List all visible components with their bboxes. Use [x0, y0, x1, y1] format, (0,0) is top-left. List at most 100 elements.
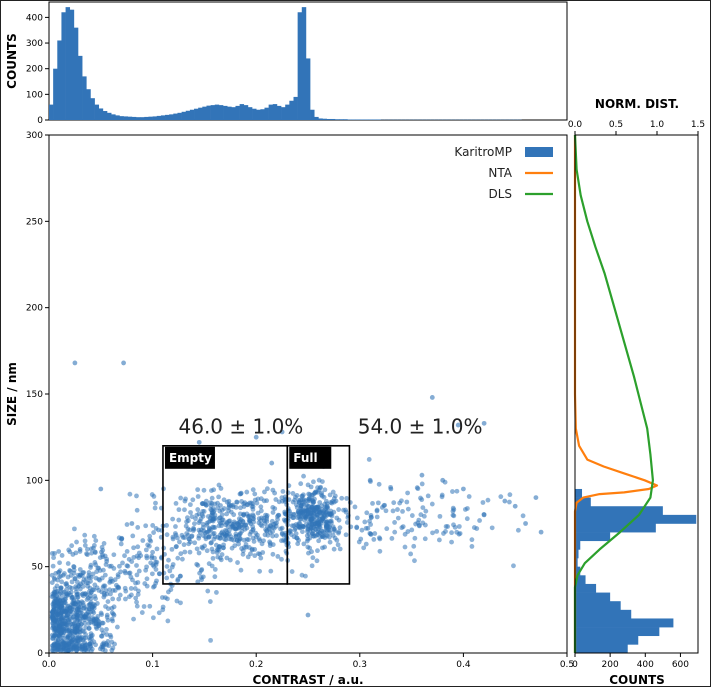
top-histogram-bar — [239, 104, 245, 120]
top-histogram-bar — [272, 104, 278, 120]
scatter-point — [327, 511, 333, 517]
scatter-point — [464, 516, 470, 522]
scatter-point — [110, 645, 116, 651]
scatter-point — [85, 552, 90, 558]
scatter-point — [87, 641, 93, 647]
top-histogram-bar — [260, 109, 265, 120]
scatter-point — [260, 550, 266, 555]
scatter-point — [230, 523, 235, 529]
scatter-point — [292, 527, 298, 533]
scatter-point — [322, 487, 328, 493]
scatter-point — [160, 607, 166, 613]
scatter-point — [236, 541, 241, 547]
scatter-point — [343, 532, 349, 538]
scatter-point — [311, 524, 316, 530]
scatter-point — [231, 537, 237, 543]
empty-percent-annotation: 46.0 ± 1.0% — [179, 415, 304, 439]
scatter-point — [238, 531, 243, 536]
scatter-point — [66, 590, 72, 596]
scatter-point — [239, 499, 244, 504]
scatter-point — [251, 519, 257, 525]
scatter-point — [291, 511, 296, 517]
scatter-point — [281, 517, 287, 523]
scatter-point — [384, 526, 390, 532]
scatter-point — [306, 507, 311, 513]
scatter-point — [466, 494, 472, 499]
scatter-point — [135, 525, 141, 530]
scatter-point — [122, 585, 128, 591]
scatter-point — [132, 586, 138, 591]
scatter-point — [93, 620, 99, 626]
scatter-point — [295, 541, 301, 547]
scatter-point — [164, 532, 170, 538]
scatter-point — [98, 486, 104, 492]
top-histogram-bar — [305, 58, 311, 120]
top-histogram-bar — [343, 119, 348, 120]
scatter-point — [440, 477, 446, 483]
scatter-point — [376, 481, 382, 487]
scatter-point — [108, 563, 114, 569]
legend-dls-label: DLS — [488, 187, 512, 201]
scatter-point — [128, 586, 134, 591]
scatter-point — [247, 518, 253, 524]
scatter-point — [100, 585, 106, 590]
scatter-point — [258, 555, 264, 561]
scatter-point — [279, 429, 285, 435]
main-x-ticks: 0.0 0.1 0.2 0.3 0.4 0.5 — [42, 653, 574, 670]
top-histogram-bar — [289, 100, 294, 120]
scatter-point — [153, 500, 158, 506]
scatter-point — [99, 544, 105, 550]
scatter-point — [72, 360, 78, 366]
scatter-point — [238, 490, 244, 496]
top-histogram-bar — [177, 112, 182, 120]
scatter-point — [110, 588, 116, 593]
scatter-point — [165, 596, 170, 602]
distribution-lines — [573, 134, 659, 653]
scatter-point — [390, 508, 396, 514]
scatter-point — [415, 520, 421, 526]
top-histogram-bar — [148, 116, 153, 120]
scatter-point — [367, 518, 372, 524]
scatter-point — [118, 541, 124, 547]
scatter-point — [304, 513, 309, 518]
scatter-point — [219, 507, 225, 513]
scatter-point — [177, 539, 182, 545]
scatter-point — [261, 515, 267, 521]
size-histogram-bar — [575, 540, 581, 550]
scatter-point — [209, 513, 214, 518]
scatter-point — [182, 535, 188, 540]
top-histogram-bar — [115, 115, 120, 120]
scatter-point — [67, 630, 72, 636]
scatter-point — [102, 572, 108, 578]
top-histogram-bar — [102, 111, 108, 120]
scatter-point — [88, 648, 94, 654]
scatter-point — [267, 541, 273, 546]
scatter-point — [72, 526, 77, 532]
scatter-point — [443, 524, 449, 529]
scatter-point — [248, 551, 253, 557]
scatter-point — [408, 551, 414, 557]
top-histogram-bar — [293, 96, 298, 120]
top-histogram-bar — [78, 55, 83, 120]
scatter-point — [210, 524, 216, 530]
scatter-point — [173, 501, 179, 506]
scatter-point — [320, 516, 326, 522]
scatter-point — [241, 511, 247, 517]
scatter-point — [331, 499, 337, 505]
scatter-point — [69, 579, 75, 585]
scatter-point — [151, 584, 156, 590]
scatter-point — [191, 525, 196, 531]
scatter-point — [392, 520, 397, 525]
scatter-point — [240, 551, 246, 557]
scatter-point — [133, 595, 139, 601]
scatter-point — [481, 512, 487, 518]
scatter-point — [218, 503, 223, 508]
scatter-point — [420, 505, 426, 511]
main-scatter-panel: Empty Full 46.0 ± 1.0% 54.0 ± 1.0% 0.0 0.1 0… — [5, 131, 574, 687]
scatter-point — [142, 581, 148, 586]
scatter-point — [62, 597, 68, 602]
scatter-point — [144, 555, 150, 561]
scatter-point — [150, 615, 156, 621]
scatter-point — [264, 486, 270, 492]
scatter-point — [115, 574, 121, 580]
